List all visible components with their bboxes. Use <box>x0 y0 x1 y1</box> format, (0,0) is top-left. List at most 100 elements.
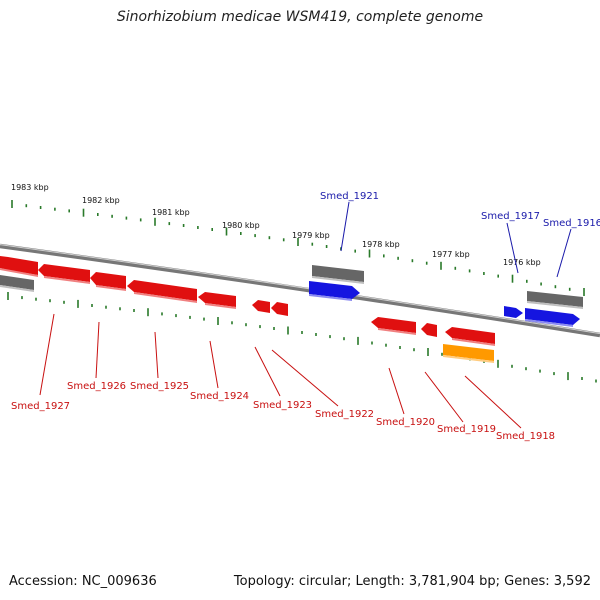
gene-label-smed-1920[interactable]: Smed_1920 <box>376 417 435 428</box>
upper-scale-tick <box>254 234 256 238</box>
gene-label-smed-1927[interactable]: Smed_1927 <box>11 401 70 412</box>
upper-scale-tick <box>297 238 299 246</box>
upper-scale-tick <box>497 274 499 278</box>
scale-label-1983: 1983 kbp <box>11 183 49 192</box>
upper-scale-tick <box>182 224 185 227</box>
scale-label-1976: 1976 kbp <box>503 258 541 267</box>
upper-scale-ticks <box>11 200 585 296</box>
lower-scale-ticks <box>7 292 597 383</box>
upper-scale-tick <box>568 287 571 291</box>
gene-label-smed-1923[interactable]: Smed_1923 <box>253 400 312 411</box>
gene-arrow-smed-1919[interactable] <box>421 323 437 337</box>
upper-scale-tick <box>268 236 271 240</box>
scale-labels: 1983 kbp 1982 kbp 1981 kbp 1980 kbp 1979… <box>11 183 541 267</box>
upper-scale-tick <box>82 208 85 217</box>
lower-scale-tick <box>511 364 513 368</box>
lower-scale-tick <box>147 308 149 317</box>
lower-scale-tick <box>105 305 107 309</box>
gene-arrow-smed-1917[interactable] <box>504 306 523 318</box>
lower-scale-tick <box>539 369 541 373</box>
upper-scale-tick <box>397 256 399 260</box>
lower-scale-tick <box>217 317 219 325</box>
lower-scale-tick <box>315 333 317 336</box>
scale-label-1980: 1980 kbp <box>222 221 260 230</box>
gene-arrow-smed-1926[interactable] <box>38 264 90 284</box>
upper-scale-tick <box>383 254 385 258</box>
upper-scale-tick <box>111 214 113 218</box>
upper-scale-tick <box>325 245 328 248</box>
lower-scale-tick <box>413 348 415 352</box>
lower-scale-tick <box>77 299 79 308</box>
upper-scale-tick <box>483 272 485 275</box>
gene-label-smed-1921[interactable]: Smed_1921 <box>320 191 379 202</box>
gene-label-smed-1916[interactable]: Smed_1916 <box>543 218 600 229</box>
upper-scale-tick <box>168 222 171 226</box>
gene-label-smed-1925[interactable]: Smed_1925 <box>130 381 189 392</box>
lower-scale-tick <box>525 367 527 371</box>
gene-label-smed-1918[interactable]: Smed_1918 <box>496 431 555 442</box>
upper-scale-tick <box>583 288 585 296</box>
lower-scale-tick <box>427 348 429 356</box>
lower-scale-tick <box>119 307 121 311</box>
gene-arrow-smed-1924[interactable] <box>198 292 236 309</box>
lower-scale-tick <box>399 346 401 349</box>
gene-arrow-smed-1925[interactable] <box>90 272 126 291</box>
upper-scale-tick <box>211 228 213 231</box>
lower-scale-tick <box>371 341 373 345</box>
upper-scale-tick <box>440 261 442 270</box>
gene-arrow-smed-1916-grey[interactable] <box>527 291 583 309</box>
lower-scale-tick <box>301 331 303 334</box>
genome-summary-text: Topology: circular; Length: 3,781,904 bp… <box>233 574 591 589</box>
gene-arrow-smed-1918[interactable] <box>445 327 495 346</box>
accession-text: Accession: NC_009636 <box>9 574 157 589</box>
genome-backbone <box>0 243 600 338</box>
gene-arrow-smed-1916[interactable] <box>525 308 580 327</box>
upper-scale-tick <box>554 285 557 289</box>
scale-label-1982: 1982 kbp <box>82 196 120 205</box>
lower-scale-tick <box>245 323 247 327</box>
upper-scale-tick <box>354 249 356 253</box>
lower-scale-tick <box>273 327 275 330</box>
scale-label-1979: 1979 kbp <box>292 231 330 240</box>
upper-scale-tick <box>154 217 156 226</box>
upper-scale-tick <box>225 227 228 236</box>
lower-scale-tick <box>581 377 583 380</box>
gene-labels: Smed_1921 Smed_1917 Smed_1916 Smed_1927 … <box>11 191 600 442</box>
upper-scale-tick <box>311 242 314 246</box>
lower-scale-tick <box>21 296 23 300</box>
gene-label-smed-1926[interactable]: Smed_1926 <box>67 381 126 392</box>
gene-arrow-smed-1921-grey[interactable] <box>312 265 364 284</box>
gene-label-smed-1919[interactable]: Smed_1919 <box>437 424 496 435</box>
gene-arrow-smed-1923[interactable] <box>252 300 288 316</box>
gene-label-smed-1922[interactable]: Smed_1922 <box>315 409 374 420</box>
gene-label-smed-1924[interactable]: Smed_1924 <box>190 391 249 402</box>
map-title: Sinorhizobium medicae WSM419, complete g… <box>116 9 484 25</box>
scale-label-1981: 1981 kbp <box>152 208 190 217</box>
upper-scale-tick <box>25 204 28 208</box>
lower-scale-tick <box>63 300 65 304</box>
gene-arrow-smed-1921[interactable] <box>309 281 360 301</box>
gene-arrow-orange[interactable] <box>443 344 494 363</box>
upper-scale-tick <box>511 274 514 283</box>
lower-scale-tick <box>357 336 359 345</box>
upper-scale-tick <box>68 209 70 213</box>
gene-arrow-smed-1920[interactable] <box>371 317 416 335</box>
gene-label-smed-1917[interactable]: Smed_1917 <box>481 211 540 222</box>
upper-scale-tick <box>139 218 142 222</box>
lower-scale-tick <box>189 315 191 319</box>
gene-arrow-smed-1924-a[interactable] <box>127 280 197 303</box>
gene-arrow-smed-1927[interactable] <box>0 256 38 277</box>
upper-scale-tick <box>454 266 457 270</box>
upper-scale-tick <box>240 232 242 235</box>
lower-scale-tick <box>441 352 443 356</box>
upper-scale-tick <box>11 200 13 208</box>
upper-scale-tick <box>540 282 542 286</box>
leader-lines <box>39 201 572 429</box>
upper-scale-tick <box>54 207 56 211</box>
lower-scale-tick <box>497 359 499 368</box>
upper-scale-tick <box>526 279 528 283</box>
gene-arrow-left-grey[interactable] <box>0 275 34 292</box>
lower-scale-tick <box>567 372 569 381</box>
lower-scale-tick <box>133 309 135 312</box>
